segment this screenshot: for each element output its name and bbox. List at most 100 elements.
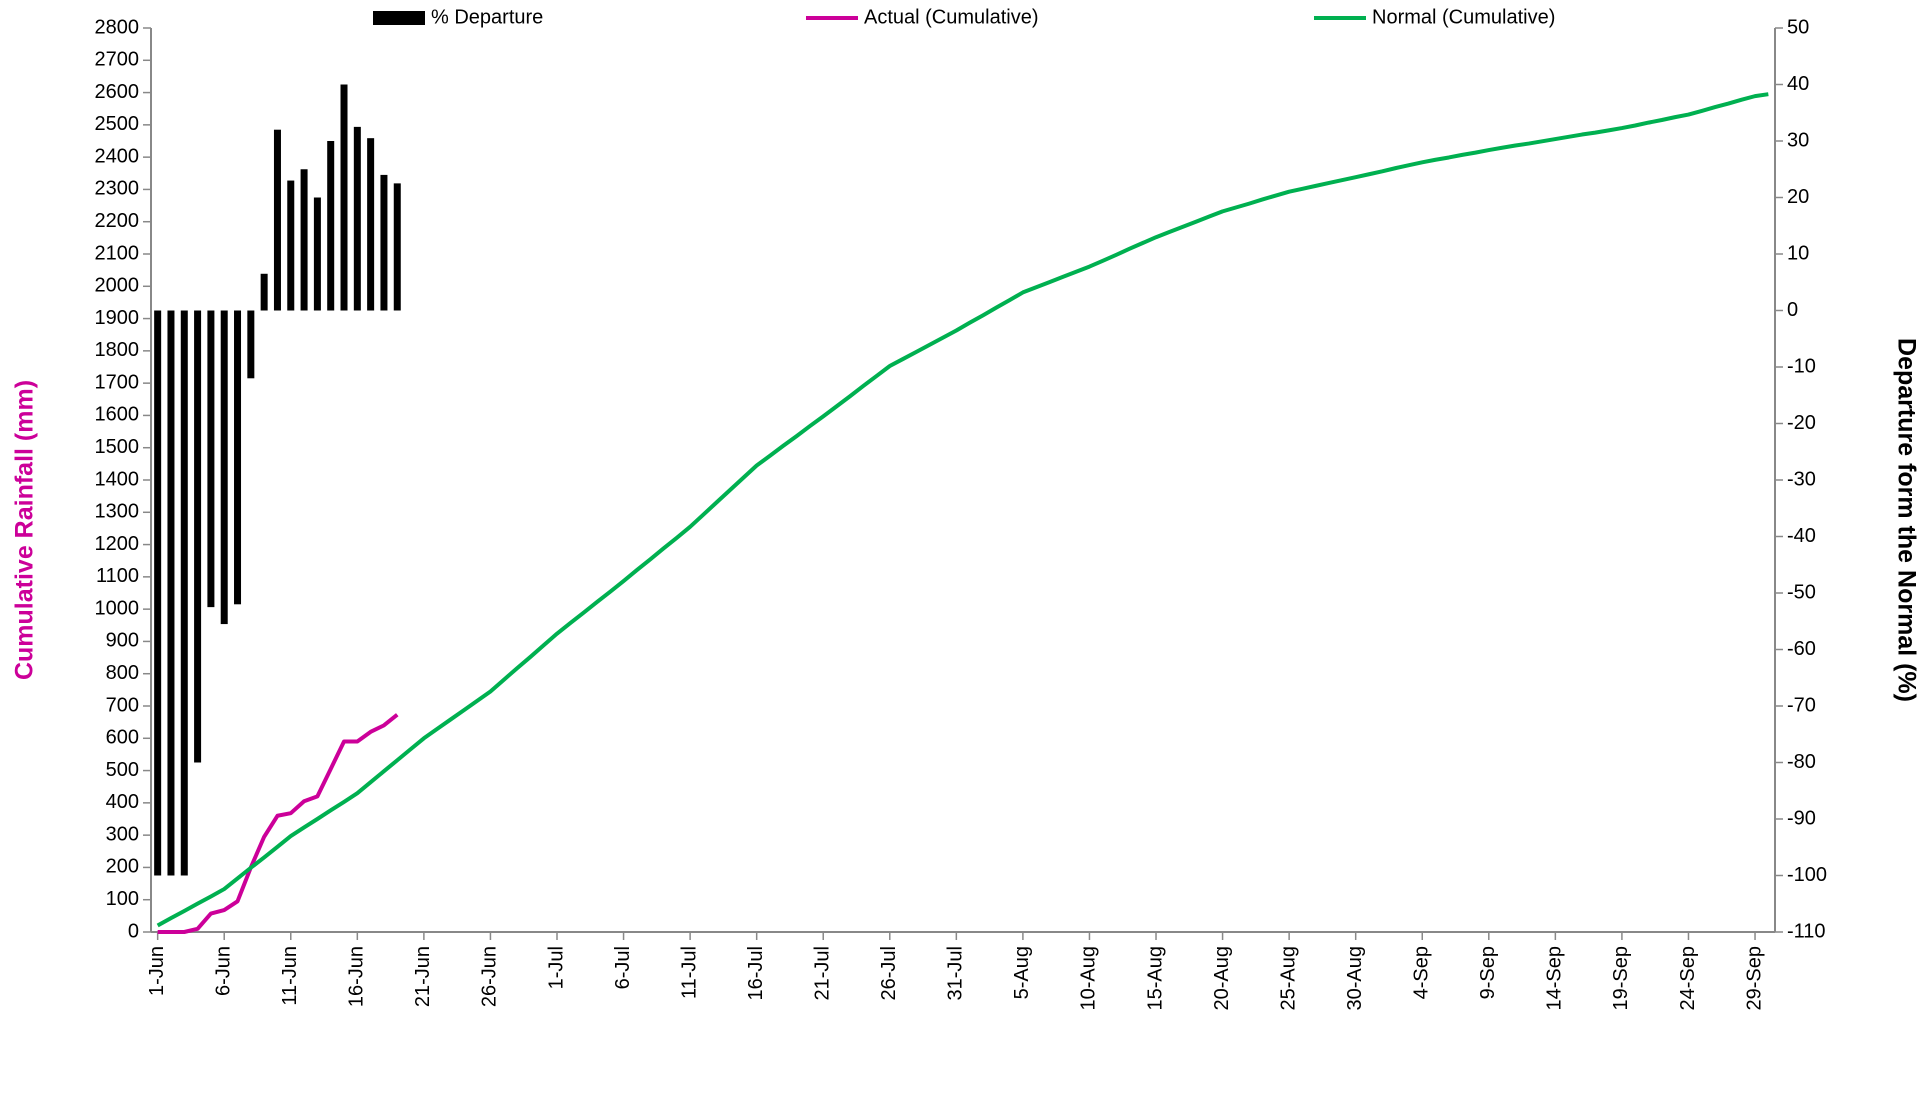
bar [300,169,308,311]
x-tick-label: 26-Jul [878,946,900,1000]
x-tick-label: 4-Sep [1411,946,1433,999]
y-tick-label: 400 [106,791,139,813]
x-tick-label: 14-Sep [1544,946,1566,1011]
bar [154,310,162,876]
bar [313,197,321,311]
y-tick-label: 1400 [95,468,140,490]
x-tick-label: 1-Jun [146,946,168,996]
y-tick-label: 1700 [95,371,140,393]
legend-swatch [373,11,425,25]
bar [260,273,268,311]
y2-tick-label: -20 [1787,412,1816,434]
y2-tick-label: -60 [1787,638,1816,660]
y-tick-label: 900 [106,630,139,652]
x-tick-label: 15-Aug [1144,946,1166,1011]
y-tick-label: 1600 [95,404,140,426]
y2-tick-label: -110 [1787,920,1826,942]
x-tick-label: 31-Jul [945,946,967,1000]
y2-tick-label: -80 [1787,751,1816,773]
y2-tick-label: 10 [1787,242,1809,264]
y-tick-label: 1100 [96,565,139,587]
bar [220,310,228,625]
y-tick-label: 2800 [95,16,140,38]
y2-tick-label: -70 [1787,694,1816,716]
y-tick-label: 1900 [95,307,140,329]
y-axis-title: Cumulative Rainfall (mm) [11,380,39,680]
y2-tick-label: -10 [1787,355,1816,377]
x-tick-label: 5-Aug [1011,946,1033,999]
x-tick-label: 1-Jul [545,946,567,989]
y2-tick-label: 50 [1787,16,1809,38]
x-tick-label: 9-Sep [1477,946,1499,999]
y2-tick-label: -100 [1787,864,1827,886]
x-tick-label: 30-Aug [1344,946,1366,1011]
y-tick-label: 600 [106,727,139,749]
y-tick-label: 300 [106,823,139,845]
y-tick-label: 1500 [95,436,140,458]
bar [367,138,375,311]
bar [273,129,281,311]
bar [247,310,255,379]
x-tick-label: 16-Jul [745,946,767,1000]
y-tick-label: 2700 [95,49,140,71]
bar [340,84,348,311]
bar [380,174,388,311]
bar [207,310,215,608]
x-tick-label: 20-Aug [1211,946,1233,1011]
legend-label: Actual (Cumulative) [864,6,1039,28]
y2-tick-label: -40 [1787,525,1816,547]
y-tick-label: 2000 [95,275,140,297]
y-tick-label: 2300 [95,178,140,200]
y-tick-label: 1000 [95,597,140,619]
line [156,92,1769,928]
x-tick-label: 24-Sep [1677,946,1699,1011]
bar [234,310,242,605]
x-tick-label: 16-Jun [346,946,368,1007]
y-tick-label: 0 [128,920,139,942]
bar [353,126,361,311]
x-tick-label: 25-Aug [1277,946,1299,1011]
y-tick-label: 2400 [95,145,140,167]
y2-tick-label: -30 [1787,468,1816,490]
bar [167,310,175,876]
y2-tick-label: 20 [1787,186,1809,208]
x-tick-label: 11-Jul [678,946,700,999]
x-tick-label: 21-Jul [812,946,834,1000]
y-tick-label: 2600 [95,81,140,103]
y-tick-label: 200 [106,856,139,878]
y-tick-label: 500 [106,759,139,781]
line [157,713,399,934]
x-tick-label: 10-Aug [1078,946,1100,1011]
y-tick-label: 1300 [95,501,140,523]
y-tick-label: 2200 [95,210,140,232]
x-tick-label: 21-Jun [412,946,434,1007]
x-tick-label: 6-Jun [212,946,234,996]
y2-tick-label: -50 [1787,581,1816,603]
y2-tick-label: 40 [1787,73,1809,95]
y-tick-label: 1200 [95,533,140,555]
x-tick-label: 29-Sep [1743,946,1765,1011]
y-tick-label: 800 [106,662,139,684]
x-tick-label: 19-Sep [1610,946,1632,1011]
y-tick-label: 1800 [95,339,140,361]
x-tick-label: 11-Jun [279,946,301,1006]
y-tick-label: 100 [106,888,139,910]
bar [393,183,401,311]
bar [287,180,295,311]
bar [327,141,335,311]
y2-axis-title: Departure form the Normal (%) [1892,338,1920,702]
y2-tick-label: 30 [1787,129,1809,151]
legend-label: % Departure [431,6,543,28]
y-tick-label: 2500 [95,113,140,135]
y-tick-label: 700 [106,694,139,716]
bar [194,310,202,763]
y2-tick-label: 0 [1787,299,1798,321]
legend-label: Normal (Cumulative) [1372,6,1555,28]
x-tick-label: 26-Jun [479,946,501,1007]
bar [180,310,188,876]
x-tick-label: 6-Jul [612,946,634,989]
y2-tick-label: -90 [1787,807,1816,829]
y-tick-label: 2100 [95,242,140,264]
